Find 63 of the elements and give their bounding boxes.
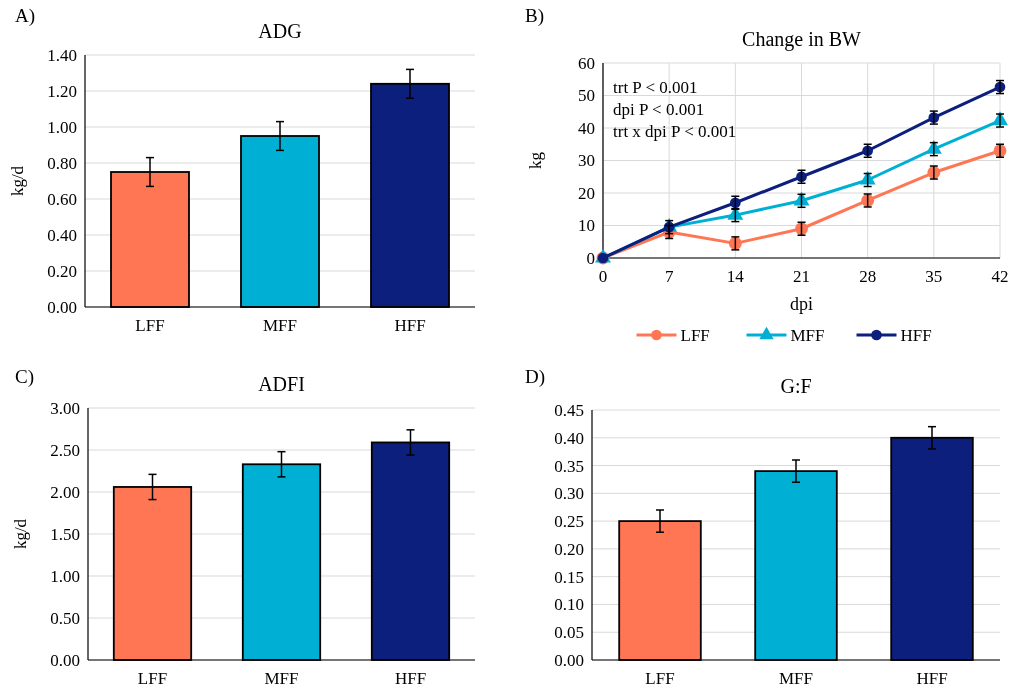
- y-tick-label: 60: [578, 53, 595, 73]
- y-tick-label: 1.00: [47, 117, 77, 137]
- y-tick-label: 30: [578, 151, 595, 171]
- text: A): [15, 5, 36, 27]
- y-tick-label: 1.20: [47, 81, 77, 101]
- x-tick-label: 7: [664, 267, 674, 286]
- text: C): [15, 366, 34, 388]
- y-tick-label: 0.00: [47, 297, 77, 317]
- y-tick-label: 0.30: [554, 484, 584, 504]
- x-tick-label: 42: [991, 267, 1009, 286]
- y-tick-label: 0.25: [554, 512, 584, 532]
- x-tick-label: HFF: [394, 316, 426, 335]
- y-tick-label: 0.40: [47, 225, 77, 245]
- annotation: trt P < 0.001: [613, 78, 698, 97]
- y-tick-label: 20: [578, 183, 595, 203]
- y-tick-label: 0.35: [554, 456, 584, 476]
- x-tick-label: LFF: [645, 669, 675, 688]
- y-tick-label: 2.50: [50, 440, 80, 460]
- x-tick-label: 35: [925, 267, 943, 286]
- y-tick-label: 0.80: [47, 153, 77, 173]
- y-tick-label: 0.05: [554, 623, 584, 643]
- y-tick-label: 0.15: [554, 567, 584, 587]
- chart-title: G:F: [780, 375, 812, 397]
- x-tick-label: HFF: [916, 669, 948, 688]
- x-tick-label: MFF: [262, 316, 298, 335]
- chart-title: ADG: [258, 20, 302, 42]
- annotation: trt x dpi P < 0.001: [613, 122, 737, 141]
- x-tick-label: 0: [598, 267, 608, 286]
- annotation: dpi P < 0.001: [613, 100, 705, 119]
- x-tick-label: LFF: [135, 316, 165, 335]
- y-tick-label: 0.20: [554, 539, 584, 559]
- y-tick-label: 1.40: [47, 45, 77, 65]
- y-tick-label: 0.00: [50, 650, 80, 670]
- chart-title: ADFI: [258, 373, 305, 395]
- x-axis-title: dpi: [789, 294, 814, 314]
- y-tick-label: 0.45: [554, 400, 584, 420]
- text: B): [525, 5, 544, 27]
- y-tick-label: 1.00: [50, 566, 80, 586]
- y-tick-label: 0.60: [47, 189, 77, 209]
- y-tick-label: 0.40: [554, 428, 584, 448]
- y-axis-title: kg/d: [8, 165, 27, 197]
- y-tick-label: 0: [586, 248, 595, 268]
- x-tick-label: HFF: [394, 669, 427, 688]
- y-tick-label: 50: [578, 86, 595, 106]
- x-tick-label: 28: [859, 267, 877, 286]
- text: D): [525, 366, 546, 388]
- y-tick-label: 0.20: [47, 261, 77, 281]
- x-tick-label: 21: [793, 267, 810, 286]
- y-tick-label: 0.10: [554, 595, 584, 615]
- y-tick-label: 10: [578, 216, 595, 236]
- y-tick-label: 40: [578, 118, 595, 138]
- y-tick-label: 1.50: [50, 524, 80, 544]
- chart-title: Change in BW: [742, 28, 862, 51]
- y-tick-label: 2.00: [50, 482, 80, 502]
- x-tick-label: LFF: [137, 669, 168, 688]
- x-tick-label: 14: [726, 267, 745, 286]
- y-axis-title: kg/d: [11, 518, 30, 550]
- y-tick-label: 3.00: [50, 398, 80, 418]
- y-tick-label: 0.00: [554, 650, 584, 670]
- y-axis-title: kg: [526, 151, 545, 169]
- y-tick-label: 0.50: [50, 608, 80, 628]
- x-tick-label: MFF: [778, 669, 814, 688]
- x-tick-label: MFF: [264, 669, 299, 688]
